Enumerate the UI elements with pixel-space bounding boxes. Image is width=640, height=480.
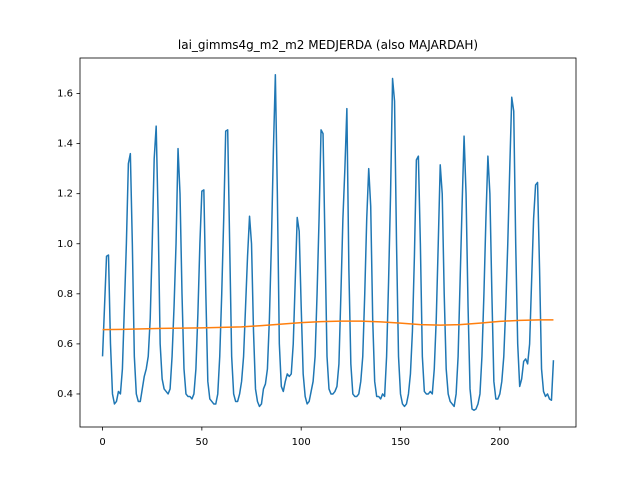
y-tick-label: 1.6 [57, 89, 73, 100]
y-tick-label: 1.2 [57, 189, 73, 200]
x-tick-label: 150 [391, 437, 410, 448]
y-tick-label: 1.4 [57, 139, 73, 150]
y-tick-label: 0.8 [57, 289, 73, 300]
chart-title: lai_gimms4g_m2_m2 MEDJERDA (also MAJARDA… [178, 38, 478, 52]
plot-frame [79, 57, 577, 428]
x-tick-label: 100 [292, 437, 311, 448]
y-tick-label: 0.4 [57, 389, 73, 400]
x-tick-label: 200 [490, 437, 509, 448]
y-tick-label: 1.0 [57, 239, 73, 250]
data-line [102, 319, 554, 331]
x-tick-label: 50 [195, 437, 208, 448]
y-tick-label: 0.6 [57, 339, 73, 350]
x-tick-label: 0 [99, 437, 105, 448]
data-line [101, 74, 555, 411]
